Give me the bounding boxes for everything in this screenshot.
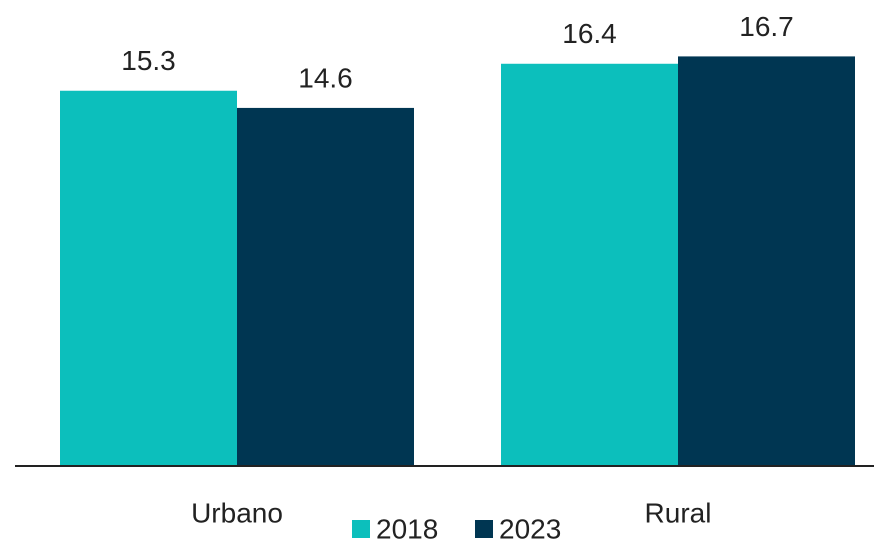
legend-swatch: [352, 520, 370, 538]
data-label: 16.4: [562, 18, 617, 49]
data-label: 15.3: [121, 45, 176, 76]
data-label: 16.7: [739, 11, 794, 42]
data-label: 14.6: [298, 62, 353, 93]
legend-swatch: [475, 520, 493, 538]
bar: [237, 107, 414, 467]
bar: [60, 90, 237, 466]
bar: [501, 63, 678, 466]
x-tick-label: Rural: [645, 497, 712, 528]
x-tick-label: Urbano: [191, 497, 283, 528]
legend-label: 2018: [376, 513, 438, 544]
legend-label: 2023: [499, 513, 561, 544]
bar: [678, 56, 855, 467]
